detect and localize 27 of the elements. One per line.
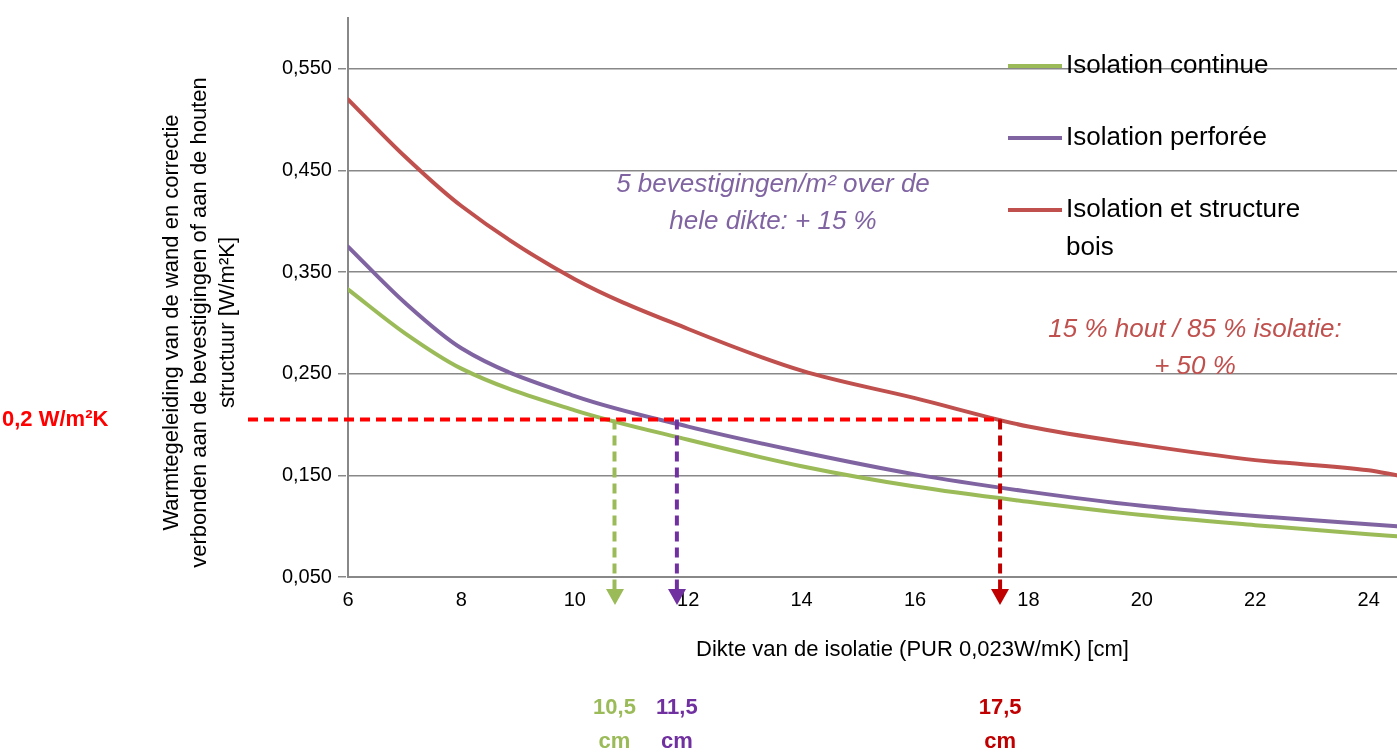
x-tick-label: 22 — [1244, 587, 1267, 610]
legend-label: Isolation perforée — [1066, 121, 1267, 152]
x-tick-label: 24 — [1357, 587, 1380, 610]
text: 17,5 cm — [978, 694, 1022, 753]
legend-label: Isolation et structure bois — [1066, 193, 1301, 262]
x-tick-label: 8 — [455, 587, 467, 610]
y-tick-label: 0,350 — [281, 259, 332, 282]
x-tick-label: 20 — [1130, 587, 1153, 610]
y-tick-label: 0,250 — [281, 361, 332, 384]
x-tick-label: 16 — [903, 587, 927, 610]
y-tick-label: 0,050 — [281, 564, 332, 587]
y-tick-label: 0,450 — [281, 157, 332, 180]
y-tick-label: 0,550 — [281, 56, 332, 79]
y-tick-label: 0,150 — [281, 462, 332, 485]
x-axis-title: Dikte van de isolatie (PUR 0,023W/mK) [cm] — [696, 636, 1129, 662]
y-axis-title: Warmtegeleiding van de wand en correctie verbonden aan de bevestigingen of aan de houten structuur [W/m²K] — [158, 77, 240, 568]
text: 11,5 cm — [656, 694, 698, 753]
x-tick-label: 18 — [1017, 587, 1040, 610]
x-tick-label: 14 — [790, 587, 813, 610]
annotation: 5 bevestigingen/m² over de hele dikte: + 15 % — [616, 168, 930, 236]
legend-label: Isolation continue — [1066, 49, 1269, 80]
text: 10,5 cm — [593, 694, 636, 753]
ref-line-label: 0,2 W/m²K — [2, 405, 109, 431]
x-tick-label: 6 — [342, 587, 354, 610]
annotation: 15 % hout / 85 % isolatie: + 50 % — [1048, 313, 1342, 381]
line-series — [348, 97, 1397, 478]
x-tick-label: 10 — [563, 587, 586, 610]
